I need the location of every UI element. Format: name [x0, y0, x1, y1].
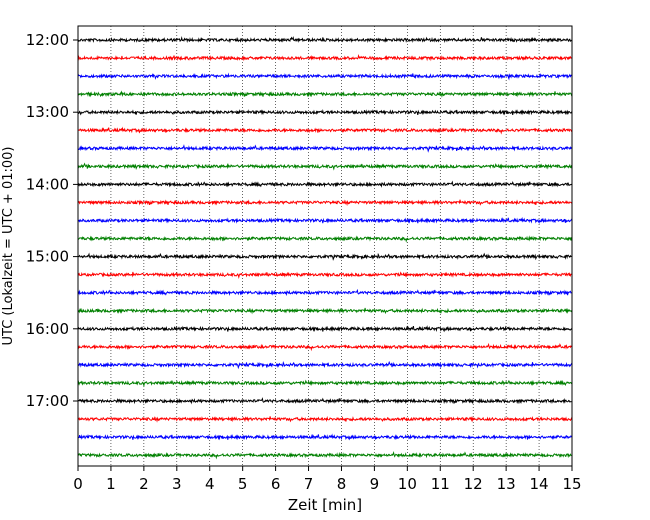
trace-1600	[77, 325, 573, 333]
x-tick-label: 7	[304, 475, 314, 493]
vertical-grid	[110, 26, 540, 466]
x-tick-label: 9	[370, 475, 380, 493]
x-tick-label: 15	[562, 475, 581, 493]
trace-1245	[77, 90, 573, 98]
x-axis-label: Zeit [min]	[288, 496, 362, 514]
trace-1230	[77, 72, 573, 81]
trace-1330	[77, 144, 573, 153]
trace-1630	[77, 360, 573, 370]
trace-1545	[77, 307, 573, 315]
trace-1645	[77, 379, 573, 388]
seismic-traces	[77, 36, 573, 460]
trace-1500	[77, 252, 573, 261]
trace-1345	[77, 162, 573, 171]
trace-1200	[77, 36, 573, 44]
x-tick-label: 12	[464, 475, 483, 493]
trace-1730	[77, 433, 573, 441]
y-axis-ticks: 12:00 13:00 14:00 15:00 16:00 17:00	[26, 31, 78, 410]
y-axis-label: UTC (Lokalzeit = UTC + 01:00)	[1, 147, 16, 346]
trace-1515	[77, 271, 573, 279]
x-tick-label: 5	[238, 475, 248, 493]
y-tick-label: 14:00	[26, 175, 69, 193]
x-tick-label: 10	[398, 475, 417, 493]
trace-1300	[77, 109, 573, 116]
x-tick-label: 6	[271, 475, 281, 493]
y-tick-label: 15:00	[26, 248, 69, 266]
x-tick-label: 0	[73, 475, 83, 493]
y-tick-label: 17:00	[26, 392, 69, 410]
x-tick-label: 4	[205, 475, 215, 493]
y-tick-label: 12:00	[26, 31, 69, 49]
trace-1445	[77, 235, 573, 243]
x-axis-ticks: 0 1 2 3 4 5 6 7 8 9 10 11 12 13 14 15	[73, 466, 582, 493]
trace-1530	[77, 288, 573, 297]
x-tick-label: 11	[431, 475, 450, 493]
x-tick-label: 2	[139, 475, 149, 493]
trace-1715	[77, 415, 573, 423]
plot-frame	[77, 25, 573, 467]
y-tick-label: 13:00	[26, 103, 69, 121]
y-tick-label: 16:00	[26, 320, 69, 338]
x-tick-label: 3	[172, 475, 182, 493]
trace-1315	[77, 126, 573, 135]
trace-1415	[77, 199, 573, 207]
trace-1215	[77, 54, 573, 62]
trace-1615	[77, 342, 573, 352]
trace-1400	[77, 180, 573, 188]
trace-1700	[77, 397, 573, 405]
x-tick-label: 8	[337, 475, 347, 493]
trace-1745	[77, 451, 573, 460]
x-tick-label: 1	[106, 475, 116, 493]
x-tick-label: 13	[497, 475, 516, 493]
x-tick-label: 14	[530, 475, 549, 493]
trace-1430	[77, 216, 573, 224]
